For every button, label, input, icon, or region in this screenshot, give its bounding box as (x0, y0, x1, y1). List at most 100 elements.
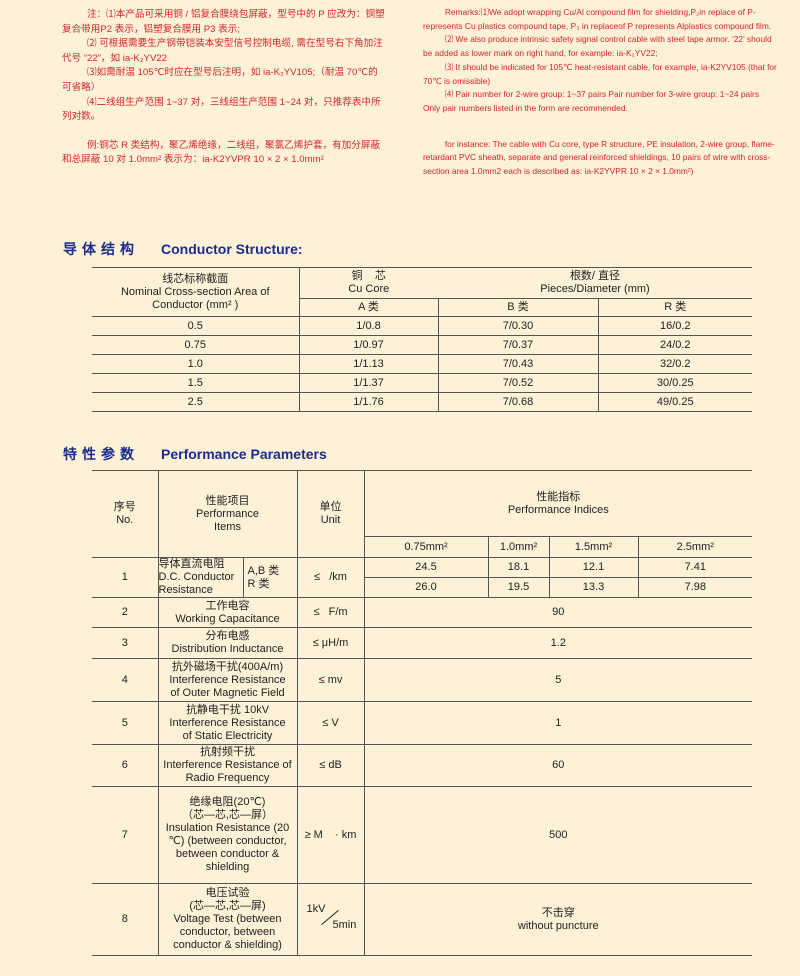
row-no: 3 (92, 627, 158, 659)
row-item: 抗射频干扰 Interference Resistance of Radio Fre… (157, 744, 298, 787)
cell: 7/0.43 (437, 354, 598, 374)
row-item: 绝缘电阻(20℃) （芯—芯,芯—屏） Insulation Resistance … (157, 786, 298, 884)
row-item: 导体直流电阻 D.C. Conductor Resistance (157, 557, 243, 598)
title-en: Conductor Structure: (161, 241, 303, 257)
table-row: 7 绝缘电阻(20℃) （芯—芯,芯—屏） Insulation Resistance… (92, 786, 753, 884)
h-item-en2: Items (214, 520, 241, 533)
conductor-table: 线芯标称截面 Nominal Cross-section Area of Con… (92, 267, 752, 412)
row-item: 抗静电干扰 10kV Interference Resistance of Stat… (157, 701, 298, 745)
size-2: 1.5mm² (548, 536, 639, 558)
row-value: 19.5 (487, 577, 550, 598)
header-r: R 类 (597, 298, 752, 317)
header-indices: 性能指标 Performance Indices (363, 470, 753, 537)
row-no: 7 (92, 786, 158, 884)
h-core-en: Cu Core (348, 283, 390, 295)
notes-english: Remarks:⑴We adopt wrapping Cu/Al compoun… (423, 6, 778, 179)
header-b: B 类 (437, 298, 598, 317)
item-line: 抗外磁场干扰(400A/m) (171, 660, 284, 673)
item-line: （芯—芯,芯—屏） (181, 809, 274, 821)
h-ind-en: Performance Indices (507, 503, 609, 516)
table-row: 0.5 1/0.8 7/0.30 16/0.2 (92, 316, 752, 336)
header-core: 铜 芯 Cu Core (298, 267, 438, 299)
table-row: 2 工作电容 Working Capacitance ≤ F/m 90 (92, 597, 753, 628)
row-value: 1.2 (363, 627, 753, 659)
cell: 32/0.2 (597, 354, 752, 374)
row-no: 4 (92, 658, 158, 702)
title-cn: 特性参数 (63, 446, 139, 462)
item-line: ℃) (between conductor, (168, 835, 287, 847)
title-en: Performance Parameters (161, 446, 327, 462)
size-0: 0.75mm² (363, 536, 489, 558)
item-line: between conductor & (175, 848, 280, 860)
cell: 0.75 (92, 335, 299, 355)
table-row: 0.75 1/0.97 7/0.37 24/0.2 (92, 335, 752, 355)
table-row: 4 抗外磁场干扰(400A/m) Interference Resistance of… (92, 658, 753, 702)
cell: 1/0.97 (298, 335, 438, 355)
item-line: Resistance (158, 584, 213, 596)
header-no: 序号 No. (92, 470, 158, 558)
cell: 1.0 (92, 354, 299, 374)
item-line: of Outer Magnetic Field (170, 686, 285, 699)
row-no: 8 (92, 883, 158, 956)
item-line: 绝缘电阻(20℃) (189, 796, 266, 808)
h-area-en1: Nominal Cross-section Area of (120, 285, 270, 298)
subclass-line: A,B 类 (247, 564, 280, 577)
note-en-1: Remarks:⑴We adopt wrapping Cu/Al compoun… (423, 7, 772, 31)
unit-fraction: 1kV 5min (301, 901, 361, 935)
table-row: 1.0 1/1.13 7/0.43 32/0.2 (92, 354, 752, 374)
unit-top: 1kV (306, 902, 326, 915)
h-pieces-en: Pieces/Diameter (mm) (540, 283, 650, 295)
row-no: 1 (92, 557, 158, 598)
item-line: (芯—芯,芯—屏) (189, 900, 266, 912)
cell: 1/1.13 (298, 354, 438, 374)
h-no-cn: 序号 (113, 501, 136, 513)
performance-section-title: 特性参数 Performance Parameters (63, 444, 327, 464)
item-line: 导体直流电阻 (158, 558, 225, 570)
cell: 7/0.68 (437, 392, 598, 412)
cell: 7/0.30 (437, 316, 598, 336)
cell: 24/0.2 (597, 335, 752, 355)
item-line: Interference Resistance of (163, 759, 292, 771)
cell: 0.5 (92, 316, 299, 336)
h-item-en1: Performance (196, 507, 259, 520)
row-value: 60 (363, 744, 753, 787)
cell: 49/0.25 (597, 392, 752, 412)
item-line: 抗静电干扰 10kV (185, 703, 270, 716)
item-line: of Static Electricity (182, 729, 273, 742)
row-unit: ≤ μH/m (296, 627, 365, 659)
value-cn: 不击穿 (541, 906, 575, 919)
item-line: 分布电感 (205, 630, 250, 642)
row-value: 13.3 (548, 577, 639, 598)
item-line: 电压试验 (205, 887, 250, 899)
conductor-section-title: 导体结构 Conductor Structure: (63, 239, 303, 259)
cell: 1.5 (92, 373, 299, 393)
table-row: 2.5 1/1.76 7/0.68 49/0.25 (92, 392, 752, 412)
subclass-line: R 类 (247, 577, 270, 590)
h-area-cn: 线芯标称截面 (162, 272, 229, 285)
unit-bottom: 5min (332, 918, 357, 931)
h-no-en: No. (116, 514, 134, 526)
cell: 1/1.76 (298, 392, 438, 412)
value-en: without puncture (517, 919, 599, 932)
h-area-en2: Conductor (mm² ) (152, 298, 239, 311)
cell: 30/0.25 (597, 373, 752, 393)
item-line: shielding (205, 861, 250, 873)
cell: 1/1.37 (298, 373, 438, 393)
cell: 16/0.2 (597, 316, 752, 336)
item-line: Voltage Test (between (173, 913, 282, 925)
row-value: 1 (363, 701, 753, 745)
row-item: 抗外磁场干扰(400A/m) Interference Resistance of … (157, 658, 298, 702)
item-line: Distribution Inductance (171, 643, 284, 655)
performance-table: 序号 No. 性能项目 Performance Items 单位 Unit 性能… (92, 470, 753, 956)
row-value: 90 (363, 597, 753, 628)
row-no: 2 (92, 597, 158, 628)
header-unit: 单位 Unit (296, 470, 365, 558)
row-no: 6 (92, 744, 158, 787)
note-en-2: ⑵ We also produce intrinsic safety signa… (423, 34, 772, 59)
h-ind-cn: 性能指标 (536, 490, 581, 503)
item-line: D.C. Conductor (158, 571, 235, 583)
row-value: 26.0 (363, 577, 489, 598)
item-line: 工作电容 (205, 599, 250, 612)
row-value: 5 (363, 658, 753, 702)
